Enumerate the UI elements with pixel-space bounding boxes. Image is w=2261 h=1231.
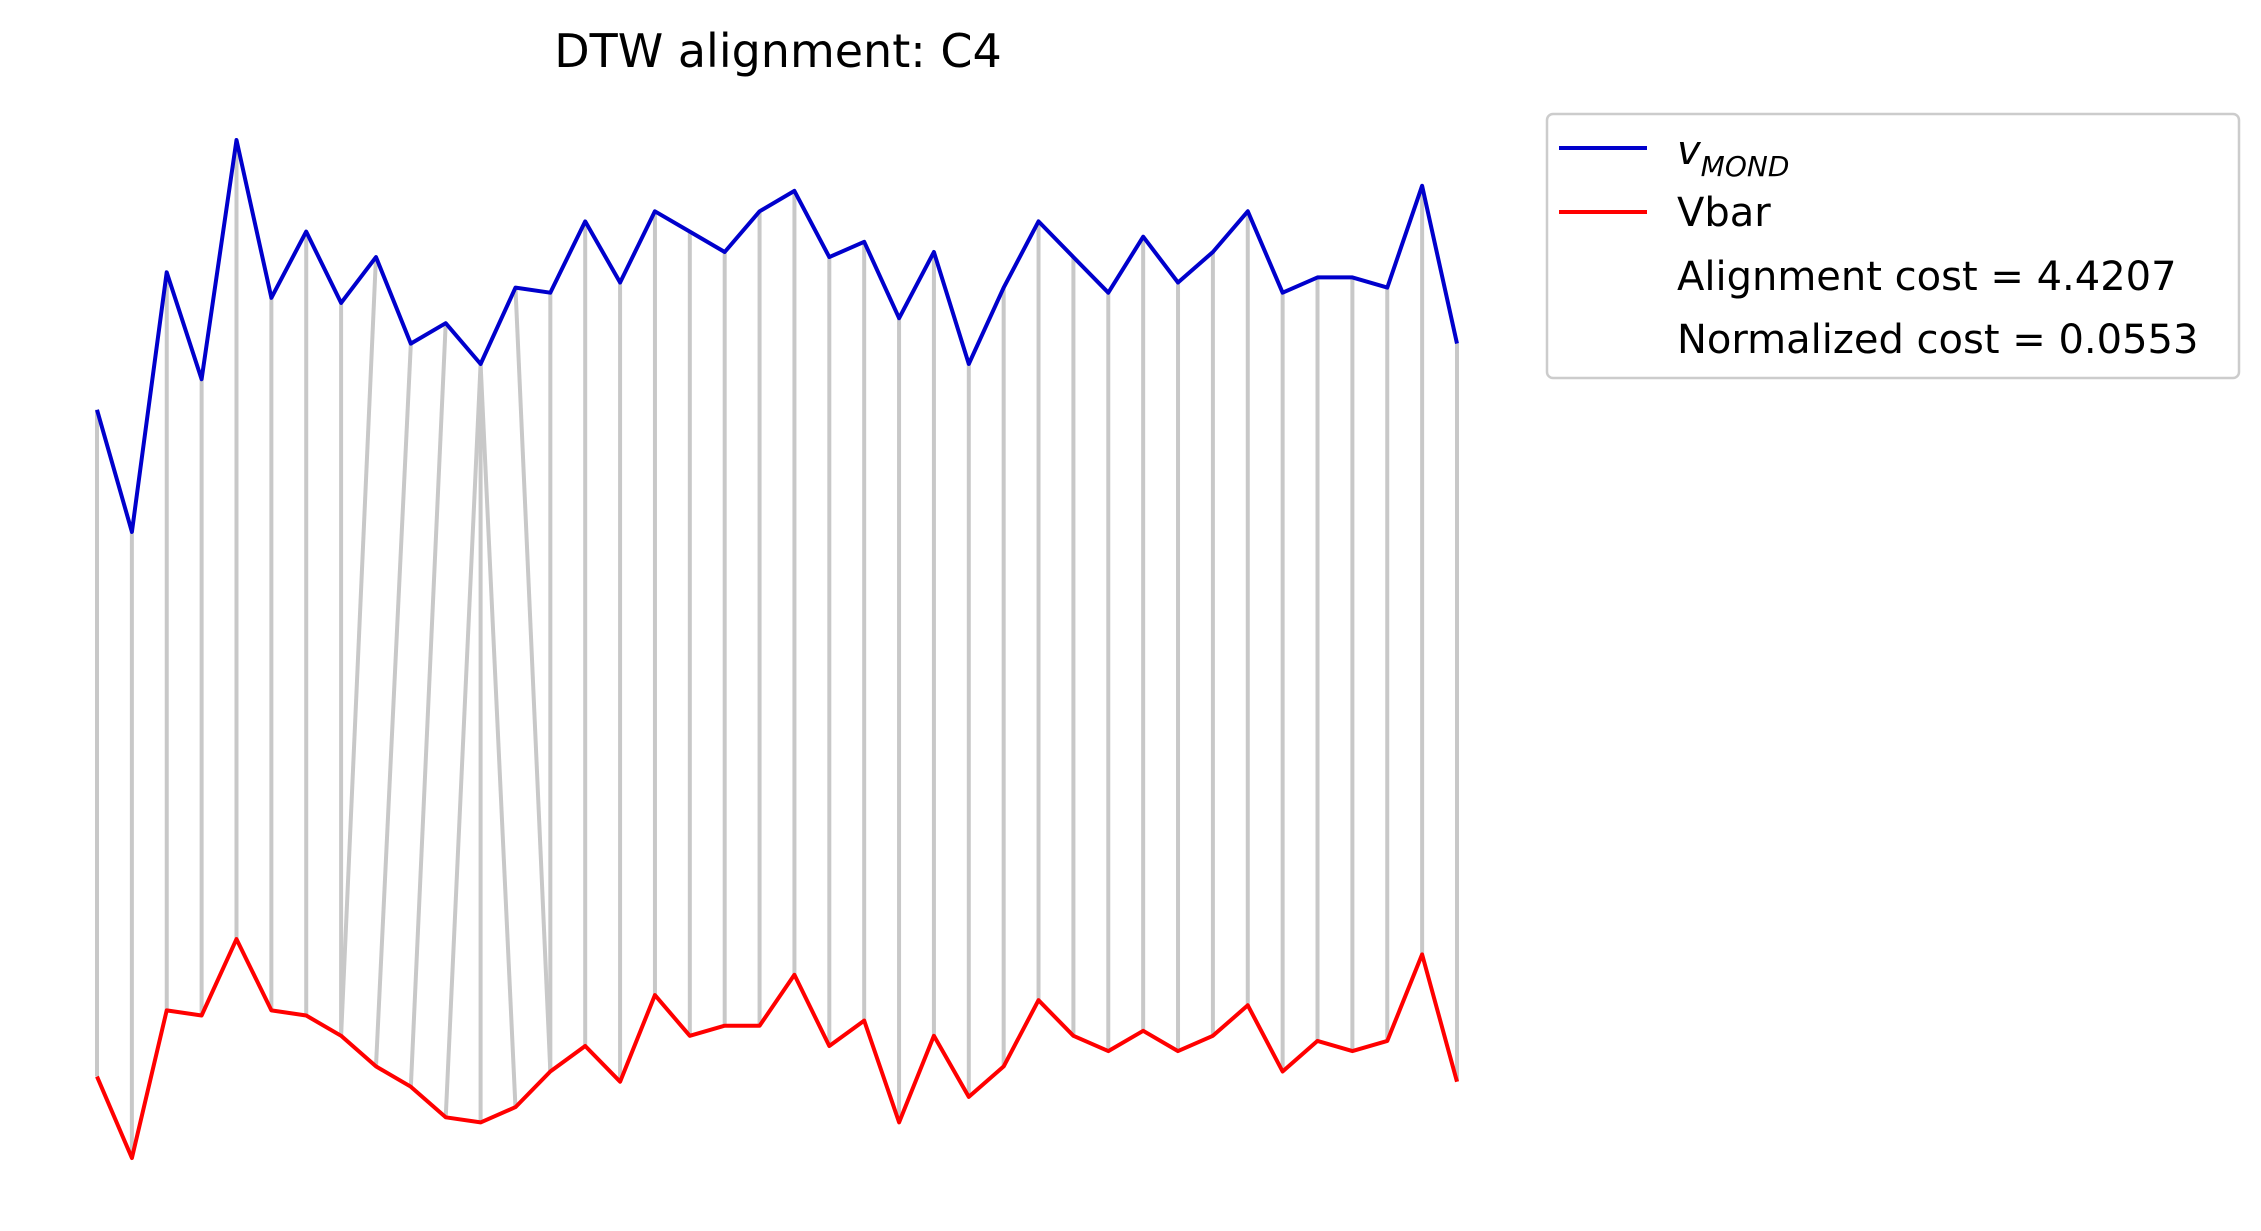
alignment-line [443,363,483,1118]
legend-normalized-cost: Normalized cost = 0.0553 [1677,317,2198,363]
series-lines [95,138,1459,1160]
series-line-vbar [95,937,1459,1160]
alignment-line [339,256,378,1036]
legend-box [1545,112,2241,380]
alignment-line [408,323,448,1087]
legend-label-vmond-subscript: MOND [1701,150,1790,183]
chart-title: DTW alignment: C4 [554,24,1002,78]
legend: vMOND Vbar Alignment cost = 4.4207 Norma… [1545,112,2241,380]
legend-alignment-cost: Alignment cost = 4.4207 [1677,254,2177,300]
alignment-line [513,287,553,1072]
legend-label-vmond-main: v [1677,128,1702,174]
alignment-line [373,343,413,1067]
alignment-line [478,363,518,1108]
series-line-vmond [95,138,1459,534]
legend-label-vmond: vMOND [1677,128,1789,183]
legend-label-vbar: Vbar [1677,190,1771,236]
alignment-lines [95,140,1459,1158]
